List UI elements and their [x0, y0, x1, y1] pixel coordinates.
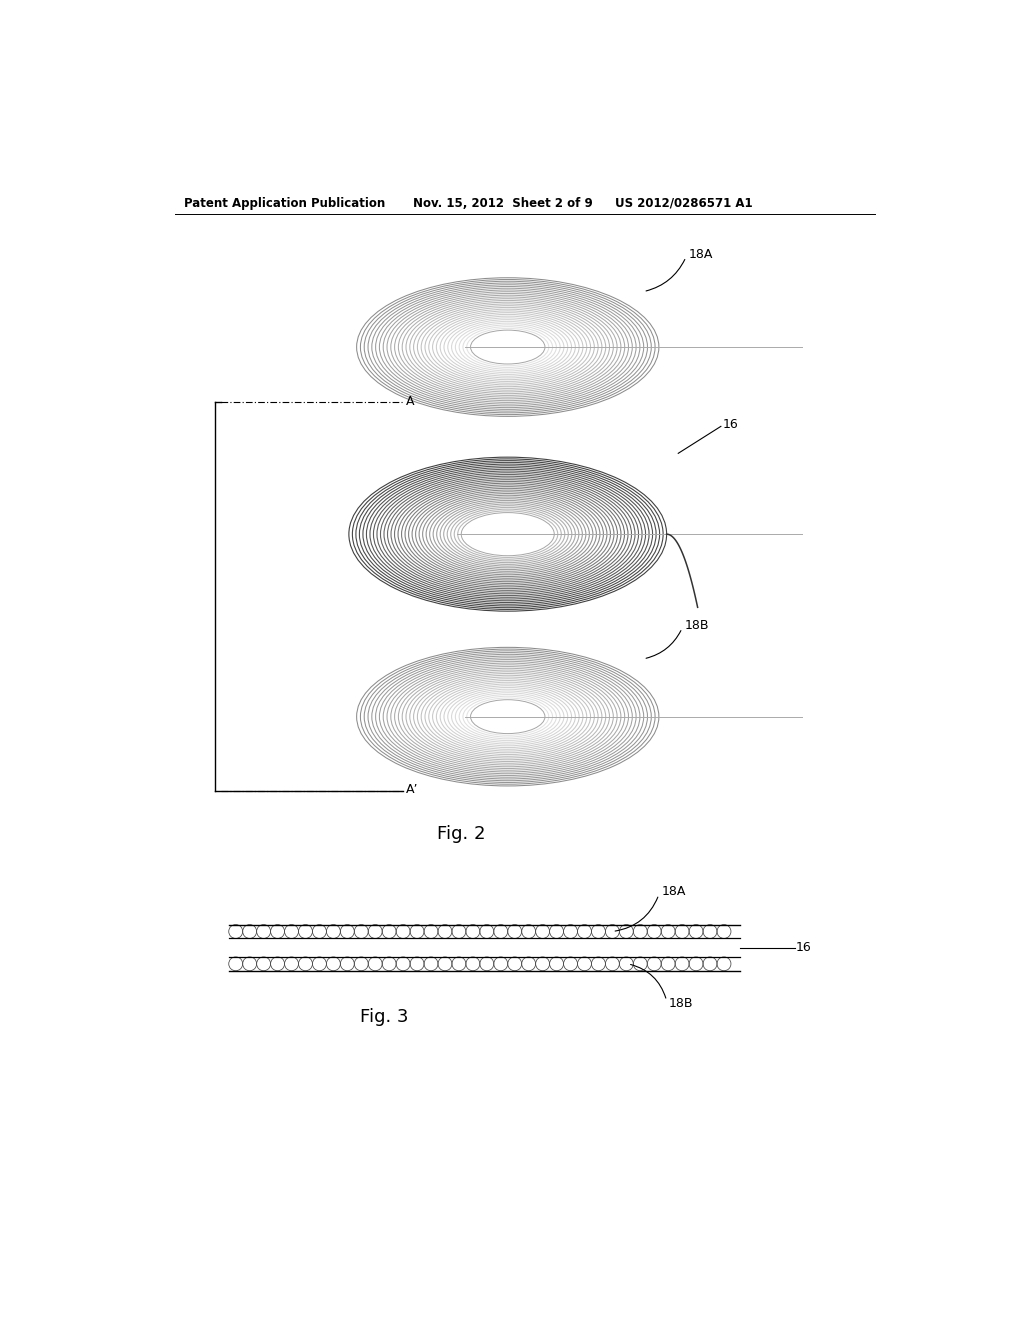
Text: 16: 16 [722, 418, 738, 432]
Ellipse shape [461, 512, 554, 556]
Text: Patent Application Publication: Patent Application Publication [183, 197, 385, 210]
Ellipse shape [471, 330, 545, 364]
Text: Nov. 15, 2012  Sheet 2 of 9: Nov. 15, 2012 Sheet 2 of 9 [414, 197, 593, 210]
Text: Fig. 3: Fig. 3 [359, 1008, 408, 1026]
Text: 18A: 18A [688, 248, 713, 261]
Text: A’: A’ [406, 783, 418, 796]
Text: Fig. 2: Fig. 2 [437, 825, 485, 843]
Text: 16: 16 [796, 941, 812, 954]
Text: 18B: 18B [669, 998, 693, 1010]
Text: 18A: 18A [662, 884, 686, 898]
Ellipse shape [471, 700, 545, 734]
Text: A: A [406, 395, 414, 408]
Text: US 2012/0286571 A1: US 2012/0286571 A1 [614, 197, 753, 210]
Text: 18B: 18B [684, 619, 709, 632]
